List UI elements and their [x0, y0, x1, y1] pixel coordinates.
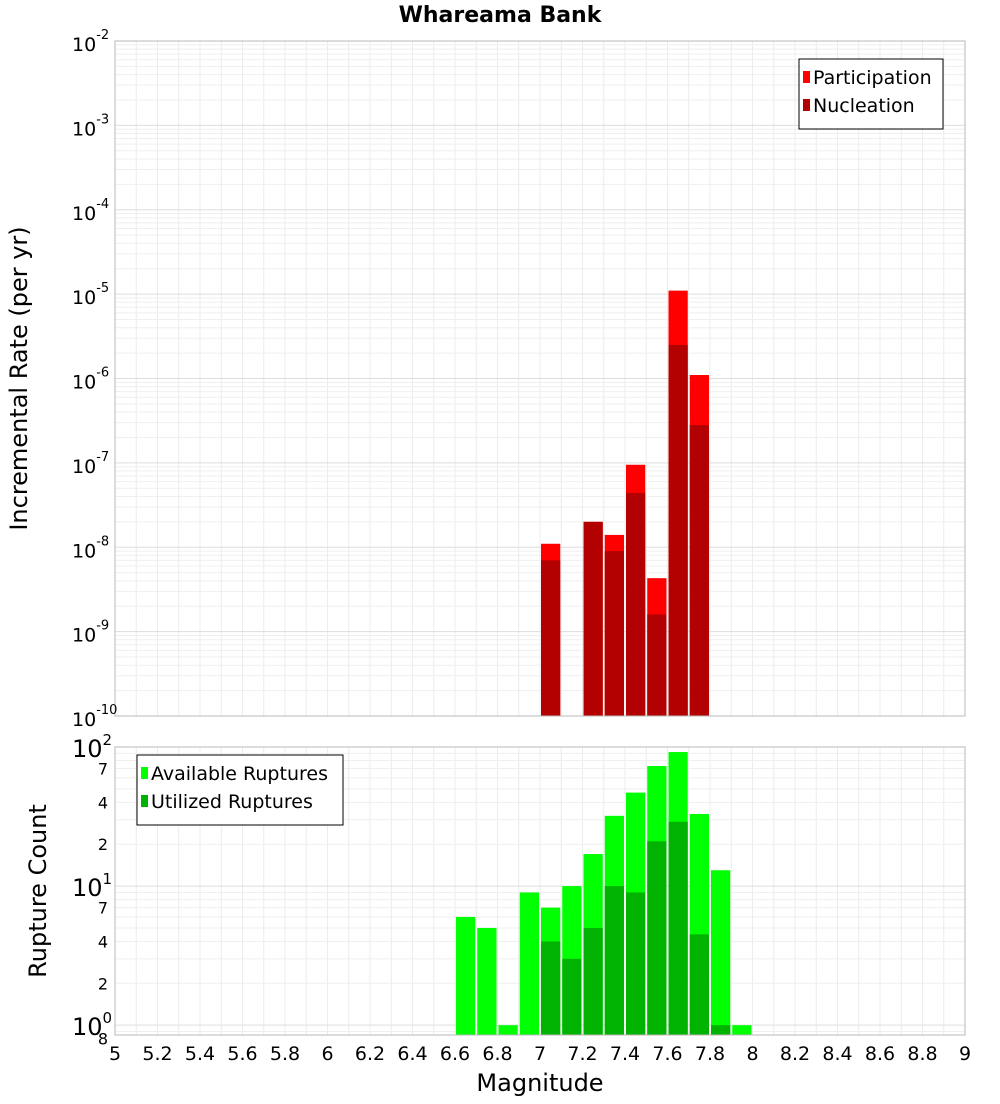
bar-utilized-ruptures — [562, 958, 582, 1035]
x-tick-labels: 5 5.2 5.4 5.6 5.8 6 6.2 6.4 6.6 6.8 7 7.2 7.4 7.6 7.8 8… — [109, 1043, 971, 1065]
x-tick-label: 7.6 — [652, 1043, 682, 1065]
y-tick-label: 101 — [72, 870, 112, 902]
y-minor-tick-label: 7 — [98, 760, 108, 779]
y-tick-label: 10-2 — [72, 28, 109, 56]
x-tick-label: 9 — [959, 1043, 971, 1065]
bar-nucleation — [604, 551, 624, 716]
x-tick-label: 5.4 — [185, 1043, 215, 1065]
x-tick-label: 6.4 — [397, 1043, 427, 1065]
y-minor-tick-label: 2 — [98, 974, 108, 993]
y-tick-label: 10-5 — [72, 281, 109, 309]
x-tick-label: 7 — [534, 1043, 546, 1065]
top-y-tick-labels: 10-2 10-3 10-4 10-5 10-6 10-7 10-8 10-9 10-10 — [72, 28, 117, 731]
y-minor-tick-label: 4 — [98, 793, 108, 812]
bar-available-ruptures — [498, 1025, 518, 1035]
y-tick-label: 10-9 — [72, 619, 109, 647]
bottom-plot-bars — [456, 752, 752, 1035]
legend-swatch — [803, 99, 810, 111]
bar-nucleation — [689, 425, 709, 716]
bottom-y-tick-labels: 102 101 100 7 4 2 7 4 2 8 — [72, 731, 112, 1049]
bar-utilized-ruptures — [626, 892, 646, 1035]
x-tick-label: 5.2 — [142, 1043, 172, 1065]
bar-available-ruptures — [519, 892, 539, 1035]
bottom-legend: Available Ruptures Utilized Ruptures — [136, 754, 344, 826]
x-tick-label: 8 — [746, 1043, 758, 1065]
x-tick-label: 6.2 — [355, 1043, 385, 1065]
bottom-y-axis-label: Rupture Count — [24, 804, 52, 978]
x-tick-label: 6.8 — [482, 1043, 512, 1065]
x-tick-label: 8.2 — [780, 1043, 810, 1065]
bar-utilized-ruptures — [647, 841, 667, 1035]
x-axis-label: Magnitude — [476, 1069, 603, 1097]
y-minor-tick-label: 7 — [98, 899, 108, 918]
x-tick-label: 7.8 — [695, 1043, 725, 1065]
y-tick-label: 10-4 — [72, 197, 109, 225]
legend-swatch — [141, 767, 148, 779]
top-plot-grid — [114, 41, 966, 717]
bar-available-ruptures — [711, 870, 731, 1035]
x-tick-label: 8.8 — [907, 1043, 937, 1065]
legend-label: Participation — [813, 67, 932, 89]
y-minor-tick-label: 2 — [98, 835, 108, 854]
bar-utilized-ruptures — [668, 821, 688, 1035]
bar-nucleation — [583, 521, 603, 716]
bar-available-ruptures — [477, 927, 497, 1035]
y-minor-tick-label: 8 — [98, 1030, 108, 1049]
x-tick-label: 8.6 — [865, 1043, 895, 1065]
x-tick-label: 7.4 — [610, 1043, 640, 1065]
bar-utilized-ruptures — [604, 886, 624, 1035]
y-tick-label: 10-8 — [72, 534, 109, 562]
y-tick-label: 10-6 — [72, 366, 109, 394]
bar-utilized-ruptures — [711, 1025, 731, 1035]
legend-swatch — [803, 71, 810, 83]
bar-available-ruptures — [732, 1025, 752, 1035]
x-tick-label: 6 — [321, 1043, 333, 1065]
chart-title: Whareama Bank — [399, 3, 603, 28]
x-tick-label: 7.2 — [567, 1043, 597, 1065]
bar-nucleation — [668, 344, 688, 716]
bar-available-ruptures — [456, 916, 476, 1035]
bar-nucleation — [626, 492, 646, 716]
x-tick-label: 5.6 — [227, 1043, 257, 1065]
y-tick-label: 100 — [72, 1009, 112, 1041]
top-y-axis-label: Incremental Rate (per yr) — [5, 226, 33, 530]
bar-utilized-ruptures — [583, 927, 603, 1035]
x-tick-label: 5.8 — [270, 1043, 300, 1065]
legend-label: Utilized Ruptures — [151, 791, 313, 813]
bottom-plot-frame — [114, 746, 966, 1036]
legend-box — [798, 58, 944, 130]
x-tick-label: 5 — [109, 1043, 121, 1065]
top-plot-frame — [114, 40, 966, 717]
legend-label: Available Ruptures — [151, 763, 328, 785]
bar-utilized-ruptures — [689, 934, 709, 1035]
top-legend: Participation Nucleation — [798, 58, 944, 130]
bar-utilized-ruptures — [541, 941, 561, 1035]
y-minor-tick-label: 4 — [98, 932, 108, 951]
x-tick-label: 8.4 — [822, 1043, 852, 1065]
bar-nucleation — [541, 560, 561, 716]
bar-nucleation — [647, 614, 667, 716]
y-tick-label: 10-3 — [72, 112, 109, 140]
top-plot-bars — [541, 290, 709, 716]
legend-swatch — [141, 795, 148, 807]
y-tick-label: 10-10 — [72, 703, 117, 731]
legend-label: Nucleation — [813, 95, 915, 117]
legend-box — [136, 754, 344, 826]
y-tick-label: 102 — [72, 731, 112, 763]
y-tick-label: 10-7 — [72, 450, 109, 478]
x-tick-label: 6.6 — [440, 1043, 470, 1065]
